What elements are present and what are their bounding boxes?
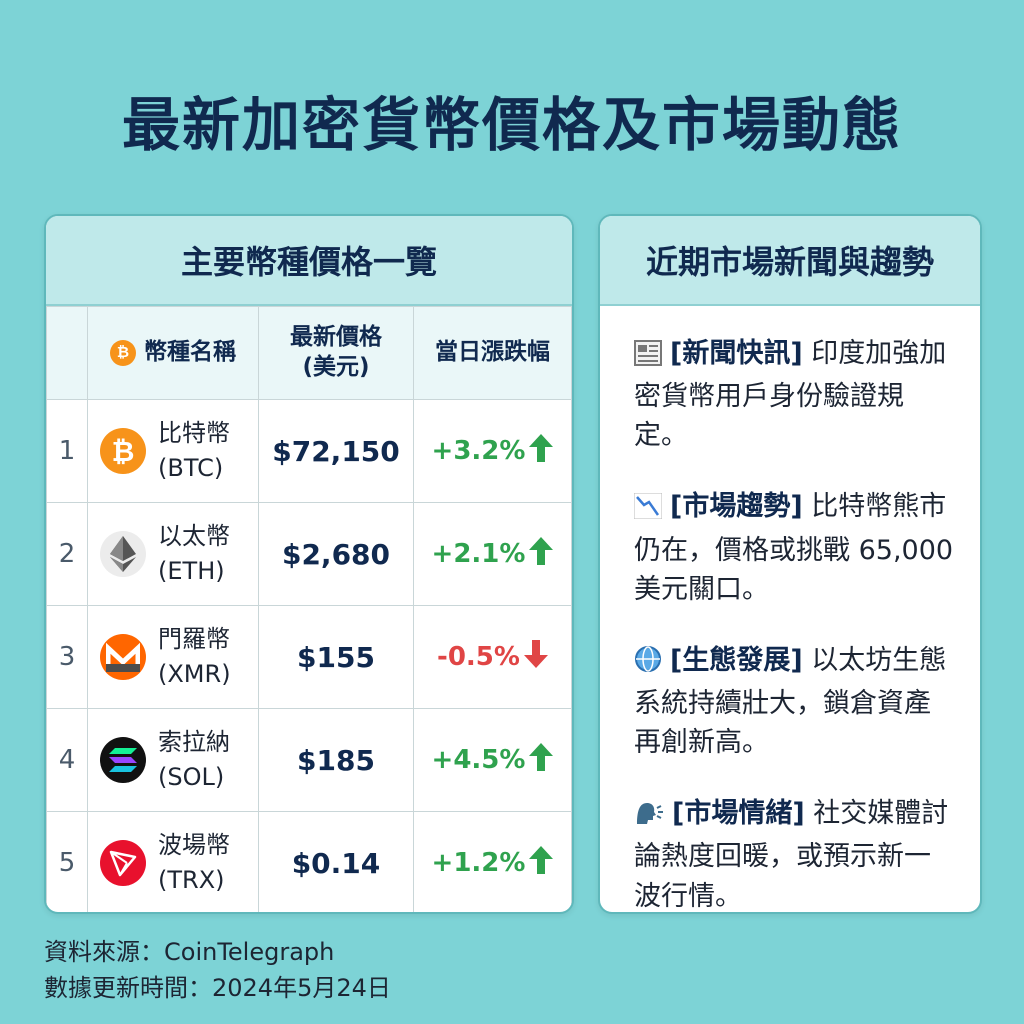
change-header: 當日漲跌幅 bbox=[413, 306, 572, 400]
row-index: 3 bbox=[46, 605, 88, 709]
news-item: [生態發展] 以太坊生態系統持續壯大，鎖倉資產再創新高。 bbox=[634, 641, 954, 762]
coin-price: $72,150 bbox=[272, 434, 400, 468]
news-text: 以太坊生態系統持續壯大，鎖倉資產再創新高。 bbox=[634, 644, 947, 759]
coin-change: +4.5% bbox=[431, 745, 526, 775]
ethereum-icon bbox=[100, 531, 146, 577]
row-index-label: 1 bbox=[58, 436, 76, 466]
coin-name-cell: 以太幣 (ETH) bbox=[87, 502, 259, 606]
news-text: 社交媒體討論熱度回暖，或預示新一波行情。 bbox=[634, 798, 949, 912]
coin-name: 門羅幣 bbox=[158, 625, 230, 654]
news-item: [新聞快訊] 印度加強加密貨幣用戶身份驗證規定。 bbox=[634, 334, 954, 455]
price-table-heading: 主要幣種價格一覽 bbox=[46, 216, 572, 306]
row-index-label: 5 bbox=[58, 848, 76, 878]
news-tag: [生態發展] bbox=[670, 644, 803, 676]
change-cell: +2.1% bbox=[413, 502, 572, 606]
row-index-label: 2 bbox=[58, 539, 76, 569]
news-list: [新聞快訊] 印度加強加密貨幣用戶身份驗證規定。 [市場趨勢] 比特幣熊市仍在，價… bbox=[600, 306, 980, 912]
table-row: 4 索拉納 (SOL) $185 +4.5% bbox=[46, 708, 572, 812]
price-header-line2: (美元) bbox=[302, 354, 370, 380]
coin-change: +2.1% bbox=[431, 539, 526, 569]
coin-price: $2,680 bbox=[281, 537, 391, 571]
news-item: [市場趨勢] 比特幣熊市仍在，價格或挑戰 65,000 美元關口。 bbox=[633, 487, 954, 608]
arrow-up-icon bbox=[525, 536, 554, 572]
news-heading: 近期市場新聞與趨勢 bbox=[600, 216, 980, 306]
news-tag: [市場情緒] bbox=[672, 798, 805, 830]
coin-symbol: (TRX) bbox=[158, 866, 225, 894]
row-index-label: 3 bbox=[58, 642, 76, 672]
change-cell: +4.5% bbox=[413, 708, 572, 812]
updated-text: 數據更新時間：2024年5月24日 bbox=[44, 974, 391, 1002]
speaking-head-icon bbox=[634, 798, 664, 837]
name-header: ₿ 幣種名稱 bbox=[87, 306, 259, 400]
price-header-line1: 最新價格 bbox=[290, 324, 382, 351]
globe-icon bbox=[634, 645, 662, 684]
arrow-up-icon bbox=[525, 742, 554, 778]
table-row: 3 門羅幣 (XMR) $155 -0.5% bbox=[46, 605, 572, 709]
news-text: 比特幣熊市仍在，價格或挑戰 65,000 美元關口。 bbox=[634, 491, 954, 605]
change-cell: +3.2% bbox=[413, 399, 572, 503]
coin-name-cell: 索拉納 (SOL) bbox=[87, 708, 259, 812]
coin-name: 索拉納 bbox=[158, 728, 230, 757]
coin-symbol: (XMR) bbox=[158, 660, 231, 688]
coin-change: +1.2% bbox=[431, 848, 526, 878]
bitcoin-icon: ₿ bbox=[110, 339, 136, 366]
price-table: ₿ 幣種名稱 最新價格 (美元) 當日漲跌幅 1 ₿ 比特幣 (BTC) $72,150… bbox=[46, 306, 572, 912]
price-cell: $185 bbox=[258, 708, 414, 812]
price-cell: $72,150 bbox=[258, 399, 414, 503]
change-cell: -0.5% bbox=[413, 605, 572, 709]
bitcoin-icon: ₿ bbox=[100, 428, 146, 474]
source-text: 資料來源：CoinTelegraph bbox=[44, 938, 335, 966]
price-cell: $2,680 bbox=[258, 502, 414, 606]
chart-down-icon bbox=[633, 491, 663, 530]
tron-icon bbox=[100, 840, 146, 886]
coin-symbol: (SOL) bbox=[158, 763, 225, 791]
coin-symbol: (BTC) bbox=[158, 454, 224, 482]
price-cell: $0.14 bbox=[258, 811, 414, 912]
solana-icon bbox=[100, 737, 146, 783]
arrow-up-icon bbox=[525, 845, 554, 881]
coin-name: 以太幣 bbox=[158, 522, 230, 551]
coin-name: 比特幣 bbox=[158, 419, 230, 448]
price-table-card: 主要幣種價格一覽 ₿ 幣種名稱 最新價格 (美元) 當日漲跌幅 1 ₿ 比特幣 (BT… bbox=[44, 214, 574, 914]
coin-name: 波場幣 bbox=[158, 831, 230, 860]
coin-name-cell: 門羅幣 (XMR) bbox=[87, 605, 259, 709]
table-header-row: ₿ 幣種名稱 最新價格 (美元) 當日漲跌幅 bbox=[46, 306, 572, 400]
row-index-label: 4 bbox=[58, 745, 76, 775]
price-cell: $155 bbox=[258, 605, 414, 709]
change-cell: +1.2% bbox=[413, 811, 572, 912]
arrow-up-icon bbox=[525, 433, 554, 469]
monero-icon bbox=[100, 634, 146, 680]
row-index: 5 bbox=[46, 811, 88, 912]
newspaper-icon bbox=[634, 338, 662, 377]
coin-change: +3.2% bbox=[431, 436, 526, 466]
news-card: 近期市場新聞與趨勢 [新聞快訊] 印度加強加密貨幣用戶身份驗證規定。 [市場趨勢]… bbox=[598, 214, 982, 914]
arrow-down-icon bbox=[520, 639, 548, 675]
table-row: 5 波場幣 (TRX) $0.14 +1.2% bbox=[46, 811, 572, 912]
coin-price: $185 bbox=[297, 743, 375, 777]
footer: 資料來源：CoinTelegraph 數據更新時間：2024年5月24日 bbox=[44, 934, 391, 1006]
row-index: 4 bbox=[46, 708, 88, 812]
coin-name-cell: 波場幣 (TRX) bbox=[87, 811, 259, 912]
name-header-label: 幣種名稱 bbox=[144, 339, 236, 366]
coin-price: $0.14 bbox=[291, 846, 381, 880]
news-item: [市場情緒] 社交媒體討論熱度回暖，或預示新一波行情。 bbox=[634, 794, 954, 912]
row-index: 2 bbox=[46, 502, 88, 606]
coin-price: $155 bbox=[297, 640, 375, 674]
table-row: 1 ₿ 比特幣 (BTC) $72,150 +3.2% bbox=[46, 399, 572, 503]
coin-symbol: (ETH) bbox=[158, 557, 225, 585]
coin-name-cell: ₿ 比特幣 (BTC) bbox=[87, 399, 259, 503]
coin-change: -0.5% bbox=[437, 642, 520, 672]
row-index: 1 bbox=[46, 399, 88, 503]
news-tag: [市場趨勢] bbox=[670, 491, 803, 523]
news-text: 印度加強加密貨幣用戶身份驗證規定。 bbox=[634, 338, 947, 452]
price-header: 最新價格 (美元) bbox=[258, 306, 414, 400]
table-row: 2 以太幣 (ETH) $2,680 +2.1% bbox=[46, 502, 572, 606]
page-title: 最新加密貨幣價格及市場動態 bbox=[121, 91, 902, 159]
news-tag: [新聞快訊] bbox=[670, 338, 803, 369]
index-header bbox=[46, 306, 88, 400]
